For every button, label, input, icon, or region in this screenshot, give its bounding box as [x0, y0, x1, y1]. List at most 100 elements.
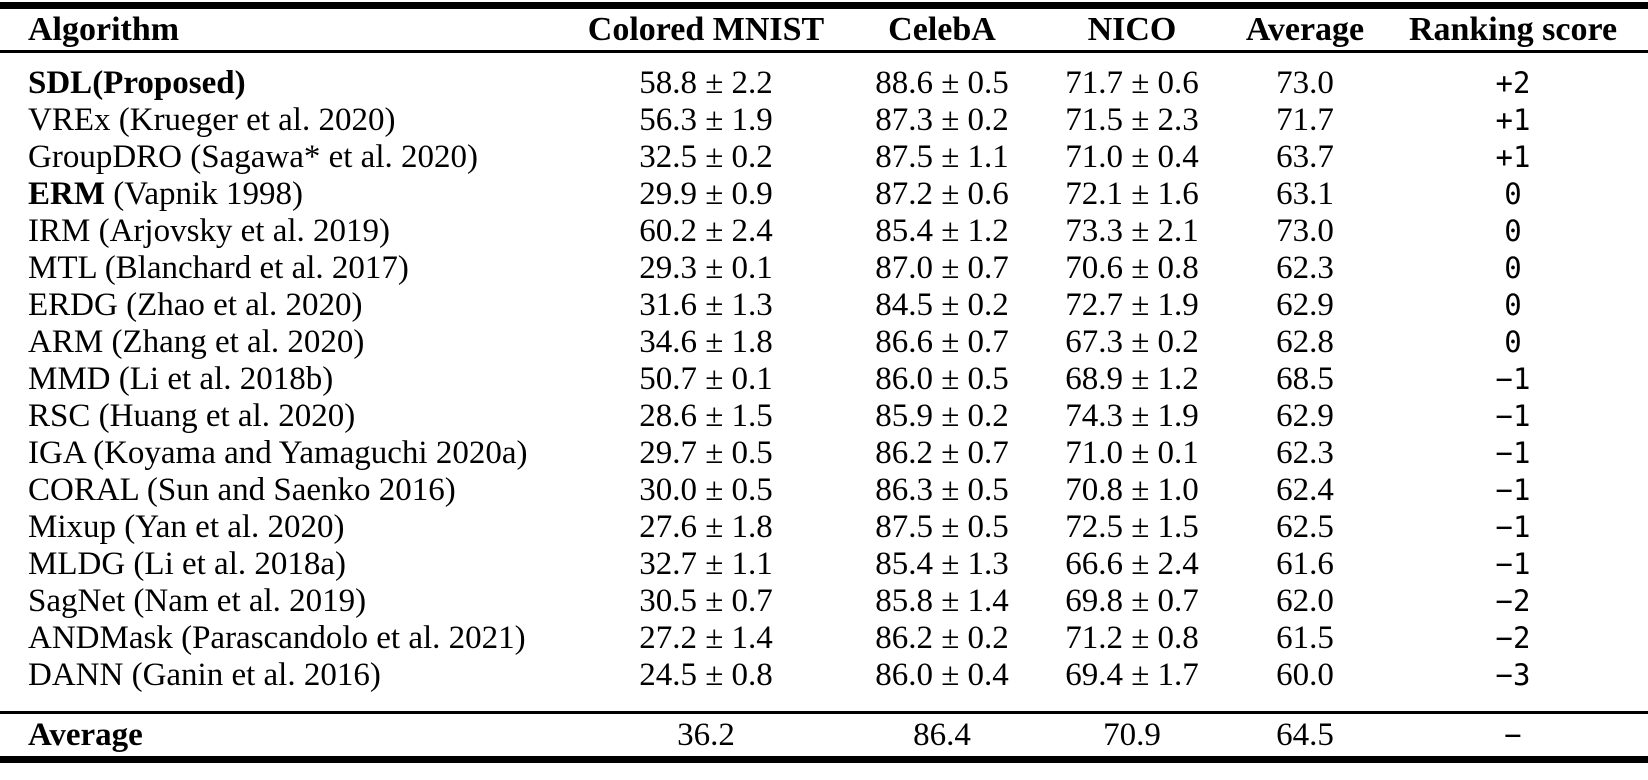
table-row: RSC (Huang et al. 2020) 28.6 ± 1.5 85.9 … — [0, 398, 1648, 435]
column-header-algorithm: Algorithm — [0, 5, 560, 53]
algorithm-name: RSC — [28, 398, 91, 434]
ranking-score-value: −1 — [1495, 436, 1531, 470]
algorithm-name: IGA — [28, 435, 85, 471]
table-row: DANN (Ganin et al. 2016) 24.5 ± 0.8 86.0… — [0, 657, 1648, 713]
nico-value: 68.9 ± 1.2 — [1065, 361, 1199, 397]
nico-value: 66.6 ± 2.4 — [1065, 546, 1199, 582]
table-row: ERM (Vapnik 1998) 29.9 ± 0.9 87.2 ± 0.6 … — [0, 176, 1648, 213]
nico-value: 72.5 ± 1.5 — [1065, 509, 1199, 545]
algorithm-name: SagNet — [28, 583, 126, 619]
algorithm-name: SDL(Proposed) — [28, 65, 246, 101]
average-value: 73.0 — [1276, 65, 1334, 101]
ranking-score-value: −3 — [1495, 658, 1531, 692]
algorithm-name: ARM — [28, 324, 104, 360]
table-row: MTL (Blanchard et al. 2017) 29.3 ± 0.1 8… — [0, 250, 1648, 287]
average-value: 61.6 — [1276, 546, 1334, 582]
celeba-value: 85.4 ± 1.3 — [875, 546, 1009, 582]
average-value: 63.1 — [1276, 176, 1334, 212]
celeba-value: 87.5 ± 1.1 — [875, 139, 1009, 175]
celeba-value: 87.3 ± 0.2 — [875, 102, 1009, 138]
colored-mnist-value: 29.9 ± 0.9 — [639, 176, 773, 212]
table-row: IRM (Arjovsky et al. 2019) 60.2 ± 2.4 85… — [0, 213, 1648, 250]
colored-mnist-value: 27.6 ± 1.8 — [639, 509, 773, 545]
algorithm-citation: (Arjovsky et al. 2019) — [90, 213, 391, 249]
ranking-score-value: −1 — [1495, 547, 1531, 581]
algorithm-cell: MTL (Blanchard et al. 2017) — [0, 250, 560, 287]
algorithm-name: Mixup — [28, 509, 117, 545]
algorithm-name: ERM — [28, 176, 105, 212]
colored-mnist-value: 31.6 ± 1.3 — [639, 287, 773, 323]
ranking-score-value: −1 — [1495, 399, 1531, 433]
colored-mnist-value: 60.2 ± 2.4 — [639, 213, 773, 249]
algorithm-cell: MMD (Li et al. 2018b) — [0, 361, 560, 398]
nico-value: 70.8 ± 1.0 — [1065, 472, 1199, 508]
algorithm-cell: IGA (Koyama and Yamaguchi 2020a) — [0, 435, 560, 472]
table-row: ARM (Zhang et al. 2020) 34.6 ± 1.8 86.6 … — [0, 324, 1648, 361]
colored-mnist-value: 29.7 ± 0.5 — [639, 435, 773, 471]
column-header-average: Average — [1232, 5, 1378, 53]
table-row: SagNet (Nam et al. 2019) 30.5 ± 0.7 85.8… — [0, 583, 1648, 620]
algorithm-cell: SagNet (Nam et al. 2019) — [0, 583, 560, 620]
average-value: 63.7 — [1276, 139, 1334, 175]
ranking-score-value: −2 — [1495, 621, 1531, 655]
average-value: 62.8 — [1276, 324, 1334, 360]
average-value: 73.0 — [1276, 213, 1334, 249]
nico-value: 71.7 ± 0.6 — [1065, 65, 1199, 101]
average-value: 62.5 — [1276, 509, 1334, 545]
algorithm-cell: SDL(Proposed) — [0, 52, 560, 103]
algorithm-citation: (Ganin et al. 2016) — [123, 657, 381, 693]
algorithm-cell: Mixup (Yan et al. 2020) — [0, 509, 560, 546]
colored-mnist-value: 28.6 ± 1.5 — [639, 398, 773, 434]
algorithm-name: GroupDRO — [28, 139, 182, 175]
ranking-score-value: +2 — [1495, 66, 1531, 100]
column-header-ranking-score: Ranking score — [1378, 5, 1648, 53]
nico-average: 70.9 — [1032, 711, 1232, 760]
average-row-label: Average — [0, 711, 560, 760]
nico-value: 74.3 ± 1.9 — [1065, 398, 1199, 434]
nico-value: 72.1 ± 1.6 — [1065, 176, 1199, 212]
colored-mnist-value: 30.0 ± 0.5 — [639, 472, 773, 508]
algorithm-name: IRM — [28, 213, 91, 249]
celeba-value: 85.4 ± 1.2 — [875, 213, 1009, 249]
algorithm-name: ERDG — [28, 287, 118, 323]
table-row: MLDG (Li et al. 2018a) 32.7 ± 1.1 85.4 ±… — [0, 546, 1648, 583]
algorithm-citation: (Sagawa* et al. 2020) — [182, 139, 478, 175]
algorithm-citation: (Huang et al. 2020) — [90, 398, 356, 434]
ranking-score-value: −1 — [1495, 362, 1531, 396]
algorithm-citation: (Blanchard et al. 2017) — [96, 250, 409, 286]
table-row: ERDG (Zhao et al. 2020) 31.6 ± 1.3 84.5 … — [0, 287, 1648, 324]
average-value: 71.7 — [1276, 102, 1334, 138]
column-header-colored-mnist: Colored MNIST — [560, 5, 852, 53]
column-header-celeba: CelebA — [852, 5, 1032, 53]
colored-mnist-value: 29.3 ± 0.1 — [639, 250, 773, 286]
algorithm-cell: MLDG (Li et al. 2018a) — [0, 546, 560, 583]
algorithm-name: CORAL — [28, 472, 139, 508]
celeba-value: 86.2 ± 0.2 — [875, 620, 1009, 656]
ranking-score-value: 0 — [1504, 288, 1522, 322]
average-value: 62.0 — [1276, 583, 1334, 619]
celeba-value: 87.2 ± 0.6 — [875, 176, 1009, 212]
nico-value: 71.0 ± 0.4 — [1065, 139, 1199, 175]
celeba-value: 87.5 ± 0.5 — [875, 509, 1009, 545]
ranking-score-value: +1 — [1495, 140, 1531, 174]
nico-value: 71.5 ± 2.3 — [1065, 102, 1199, 138]
colored-mnist-value: 58.8 ± 2.2 — [639, 65, 773, 101]
algorithm-cell: GroupDRO (Sagawa* et al. 2020) — [0, 139, 560, 176]
nico-value: 71.2 ± 0.8 — [1065, 620, 1199, 656]
column-header-nico: NICO — [1032, 5, 1232, 53]
algorithm-citation: (Sun and Saenko 2016) — [138, 472, 456, 508]
nico-value: 69.4 ± 1.7 — [1065, 657, 1199, 693]
average-average: 64.5 — [1232, 711, 1378, 760]
table-row: Mixup (Yan et al. 2020) 27.6 ± 1.8 87.5 … — [0, 509, 1648, 546]
celeba-value: 86.6 ± 0.7 — [875, 324, 1009, 360]
table-row: GroupDRO (Sagawa* et al. 2020) 32.5 ± 0.… — [0, 139, 1648, 176]
table-row: SDL(Proposed) 58.8 ± 2.2 88.6 ± 0.5 71.7… — [0, 52, 1648, 103]
colored-mnist-average: 36.2 — [560, 711, 852, 760]
celeba-value: 86.3 ± 0.5 — [875, 472, 1009, 508]
algorithm-citation: (Krueger et al. 2020) — [110, 102, 396, 138]
algorithm-citation: (Nam et al. 2019) — [125, 583, 367, 619]
ranking-score-average: − — [1378, 711, 1648, 760]
average-value: 62.9 — [1276, 287, 1334, 323]
colored-mnist-value: 56.3 ± 1.9 — [639, 102, 773, 138]
algorithm-cell: VREx (Krueger et al. 2020) — [0, 102, 560, 139]
